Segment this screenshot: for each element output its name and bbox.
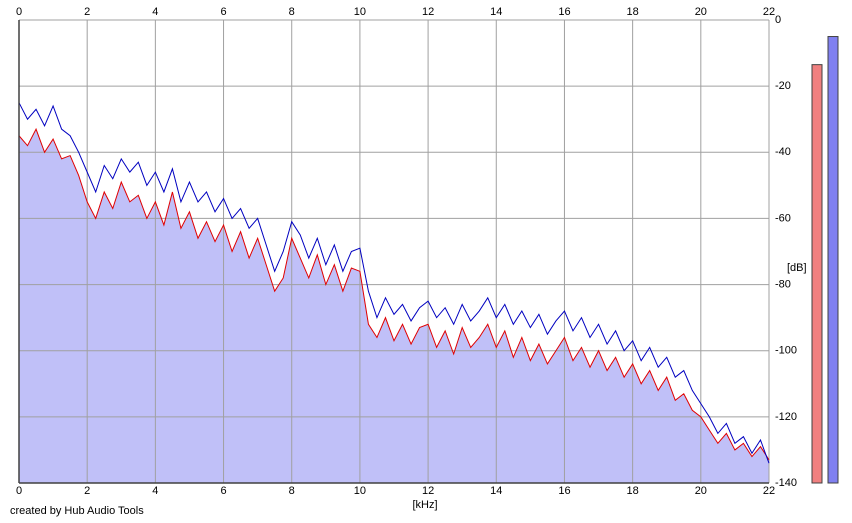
y-tick-label: -140 [775, 477, 797, 489]
y-tick-label: -20 [775, 80, 791, 92]
x-tick-label-top: 6 [220, 6, 226, 18]
x-tick-label-top: 8 [289, 6, 295, 18]
x-tick-label: 14 [490, 485, 502, 497]
x-tick-label-top: 18 [627, 6, 639, 18]
level-meter [827, 36, 839, 484]
spectrum-line [18, 102, 770, 464]
x-tick-label-top: 22 [763, 6, 775, 18]
x-tick-label-top: 10 [354, 6, 366, 18]
y-tick-label: -120 [775, 411, 797, 423]
x-tick-label: 0 [16, 485, 22, 497]
x-tick-label: 18 [627, 485, 639, 497]
y-tick-label: -80 [775, 278, 791, 290]
x-tick-label-top: 16 [558, 6, 570, 18]
y-tick-label: -60 [775, 212, 791, 224]
y-tick-label: -100 [775, 345, 797, 357]
x-tick-label-top: 0 [16, 6, 22, 18]
spectrum-line [18, 127, 770, 461]
x-tick-label: 22 [763, 485, 775, 497]
x-tick-label: 8 [289, 485, 295, 497]
x-tick-label-top: 12 [422, 6, 434, 18]
y-tick-label: 0 [775, 14, 781, 26]
y-axis-label: [dB] [787, 262, 807, 274]
x-tick-label: 6 [220, 485, 226, 497]
x-axis-label: [kHz] [412, 499, 437, 511]
x-tick-label: 20 [695, 485, 707, 497]
x-tick-label-top: 2 [84, 6, 90, 18]
x-tick-label: 4 [152, 485, 158, 497]
x-tick-label: 2 [84, 485, 90, 497]
footer: created by Hub Audio Tools [10, 505, 144, 517]
x-tick-label-top: 20 [695, 6, 707, 18]
x-tick-label: 12 [422, 485, 434, 497]
x-tick-label-top: 14 [490, 6, 502, 18]
y-tick-label: -40 [775, 146, 791, 158]
level-meter [811, 64, 823, 484]
x-tick-label: 16 [558, 485, 570, 497]
x-tick-label: 10 [354, 485, 366, 497]
x-tick-label-top: 4 [152, 6, 158, 18]
spectrum-fill [19, 129, 769, 483]
